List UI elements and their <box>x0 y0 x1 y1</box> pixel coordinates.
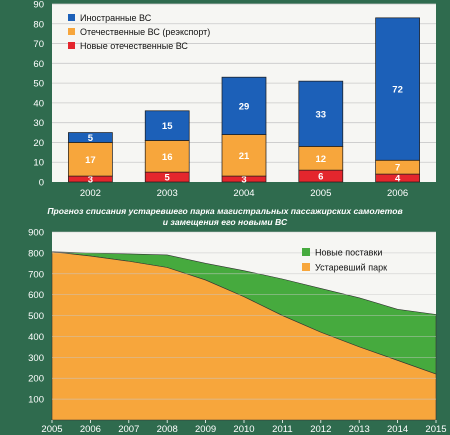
x-tick-label: 2013 <box>349 424 370 435</box>
y-tick-label: 700 <box>28 269 44 280</box>
bar-value-label: 3 <box>241 175 246 186</box>
y-tick-label: 200 <box>28 374 44 385</box>
bar-value-label: 33 <box>316 109 327 120</box>
bar-segment <box>375 17 420 161</box>
x-tick-label: 2005 <box>310 188 331 199</box>
x-tick-label: 2010 <box>233 424 254 435</box>
bar-value-label: 6 <box>318 172 323 183</box>
y-tick-label: 10 <box>33 158 44 169</box>
bar-value-label: 17 <box>85 155 96 166</box>
y-tick-label: 100 <box>28 395 44 406</box>
plot-area <box>52 232 436 420</box>
bar-segment <box>68 132 113 143</box>
legend-swatch <box>302 263 310 271</box>
bar-value-label: 16 <box>162 152 173 163</box>
y-tick-label: 50 <box>33 79 44 90</box>
y-tick-label: 40 <box>33 98 44 109</box>
x-tick-label: 2003 <box>157 188 178 199</box>
legend-label: Устаревший парк <box>315 263 387 273</box>
x-tick-label: 2011 <box>272 424 292 435</box>
x-tick-label: 2006 <box>80 424 101 435</box>
x-tick-label: 2006 <box>387 188 408 199</box>
bar-value-label: 29 <box>239 101 250 112</box>
y-tick-label: 80 <box>33 19 44 30</box>
x-tick-label: 2012 <box>310 424 331 435</box>
y-tick-label: 0 <box>39 178 44 189</box>
y-tick-label: 70 <box>33 39 44 50</box>
x-tick-label: 2005 <box>41 424 62 435</box>
x-tick-label: 2002 <box>80 188 101 199</box>
area-chart-title-line-2: и замещения его новыми ВС <box>162 216 288 227</box>
bar-value-label: 4 <box>395 174 401 185</box>
bar-value-label: 12 <box>316 154 327 165</box>
y-tick-label: 60 <box>33 59 44 70</box>
y-tick-label: 300 <box>28 353 44 364</box>
bar-value-label: 7 <box>395 163 400 174</box>
legend-swatch <box>68 42 75 49</box>
y-tick-label: 30 <box>33 118 44 129</box>
y-tick-label: 500 <box>28 311 44 322</box>
area-old-fleet <box>51 251 437 421</box>
bar-segment <box>298 80 344 147</box>
y-tick-label: 800 <box>28 248 44 259</box>
legend-swatch <box>68 28 75 35</box>
bar-value-label: 72 <box>392 85 403 96</box>
legend-swatch <box>302 248 310 256</box>
x-tick-label: 2004 <box>233 188 254 199</box>
y-tick-label: 20 <box>33 138 44 149</box>
bar-segment <box>144 110 190 141</box>
y-tick-label: 400 <box>28 332 44 343</box>
bar-value-label: 5 <box>165 173 171 184</box>
area-new-deliveries <box>51 251 437 375</box>
x-tick-label: 2014 <box>387 424 408 435</box>
legend-swatch <box>68 14 75 21</box>
bar-segment <box>221 134 267 177</box>
bar-segment <box>221 76 267 135</box>
x-tick-label: 2007 <box>118 424 139 435</box>
y-tick-label: 900 <box>28 228 44 239</box>
area-chart-title: Прогноз списания устаревшего парка магис… <box>0 206 450 227</box>
bar-value-label: 3 <box>88 175 93 186</box>
bar-chart-fleet-deliveries: 0 10 20 30 40 50 60 70 80 90 3 17 5 2002 5 16 15 2003 3 21 2… <box>33 0 436 199</box>
y-tick-label: 90 <box>33 0 44 11</box>
legend-label: Новые отечественные ВС <box>80 41 188 51</box>
bar-segment <box>68 142 113 177</box>
legend-label: Иностранные ВС <box>80 13 152 23</box>
x-tick-label: 2009 <box>195 424 216 435</box>
y-tick-label: 600 <box>28 290 44 301</box>
legend-label: Отечественные ВС (реэкспорт) <box>80 27 210 37</box>
bar-segment <box>144 140 190 173</box>
bar-value-label: 21 <box>239 151 250 162</box>
x-tick-label: 2008 <box>157 424 178 435</box>
legend-label: Новые поставки <box>315 248 382 258</box>
bar-value-label: 15 <box>162 121 173 132</box>
bar-value-label: 5 <box>88 133 94 144</box>
area-chart-title-line-1: Прогноз списания устаревшего парка магис… <box>47 206 403 216</box>
x-tick-label: 2015 <box>425 424 446 435</box>
